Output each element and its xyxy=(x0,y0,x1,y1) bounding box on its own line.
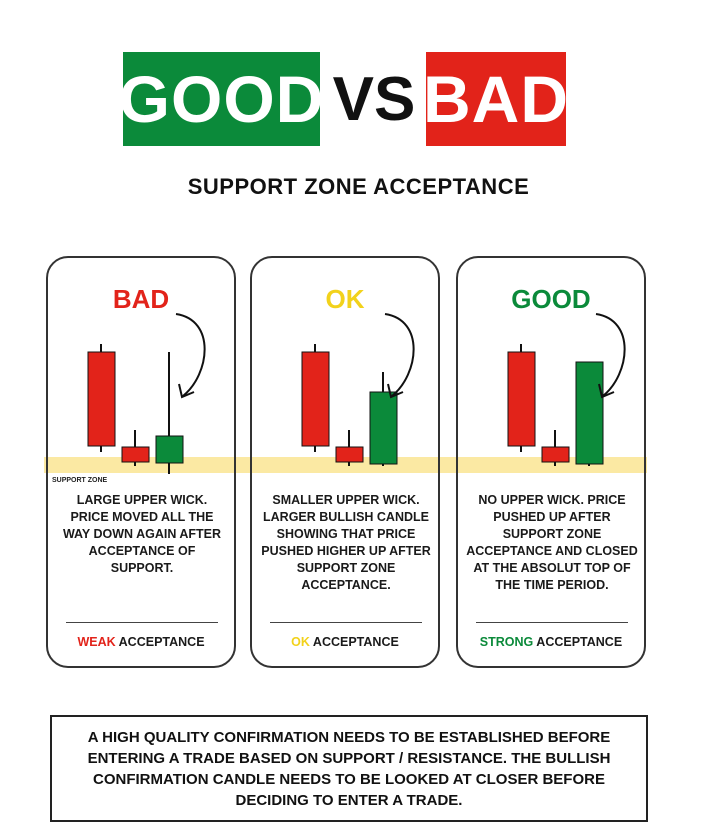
candle-green xyxy=(155,435,184,464)
candles-good xyxy=(507,313,626,466)
card-description-bad: LARGE UPPER WICK. PRICE MOVED ALL THE WA… xyxy=(62,493,222,575)
arrow-head xyxy=(598,383,615,399)
footer-word: WEAK xyxy=(77,635,116,649)
candle-red-small xyxy=(121,446,150,463)
divider xyxy=(270,622,422,623)
arrow-curve xyxy=(175,313,206,397)
footer-rest: ACCEPTANCE xyxy=(533,635,623,649)
card-description-ok: SMALLER UPPER WICK. LARGER BULLISH CANDL… xyxy=(261,493,431,592)
card-title-ok: OK xyxy=(325,284,365,314)
header-good: GOOD xyxy=(119,52,323,146)
support-zone-label: SUPPORT ZONE xyxy=(52,477,108,484)
support-zone-band xyxy=(44,457,647,473)
footer-rest: ACCEPTANCE xyxy=(309,635,399,649)
candles-ok xyxy=(301,313,415,466)
card-good: GOOD NO UPPER WICK. PRICE PUSHED UP AFTE… xyxy=(456,256,646,668)
card-title-bad: BAD xyxy=(112,284,170,314)
candle-red-small xyxy=(541,446,570,463)
confirmation-note: A HIGH QUALITY CONFIRMATION NEEDS TO BE … xyxy=(50,715,648,822)
footer-rest: ACCEPTANCE xyxy=(115,635,205,649)
card-description-good: NO UPPER WICK. PRICE PUSHED UP AFTER SUP… xyxy=(466,493,638,592)
card-ok: OK SMALLER UPPER WICK. LARGER BULLISH CA… xyxy=(250,256,440,668)
arrow-curve xyxy=(595,313,626,397)
divider xyxy=(476,622,628,623)
candle-red-large xyxy=(507,351,536,447)
footer-word: OK xyxy=(291,635,310,649)
candle-red-small xyxy=(335,446,364,463)
candle-green xyxy=(575,361,604,465)
candle-red-large xyxy=(87,351,116,447)
candle-red-large xyxy=(301,351,330,447)
header-bad: BAD xyxy=(423,52,568,146)
page-subtitle: SUPPORT ZONE ACCEPTANCE xyxy=(187,174,530,199)
header: GOOD VS BAD xyxy=(0,52,717,146)
arrow-head xyxy=(387,383,404,399)
candles-bad xyxy=(87,313,206,474)
card-title-good: GOOD xyxy=(511,284,591,314)
header-vs: VS xyxy=(332,64,416,134)
arrow-curve xyxy=(384,313,415,397)
card-bad: BAD SUPPORT ZONE LARGE UPPER WICK. PRICE… xyxy=(46,256,236,668)
footer-word: STRONG xyxy=(479,635,534,649)
card-footer-ok: OK ACCEPTANCE xyxy=(252,635,438,649)
card-footer-good: STRONG ACCEPTANCE xyxy=(458,635,644,649)
candle-green xyxy=(369,391,398,465)
card-footer-bad: WEAK ACCEPTANCE xyxy=(48,635,234,649)
divider xyxy=(66,622,218,623)
arrow-head xyxy=(178,383,195,399)
